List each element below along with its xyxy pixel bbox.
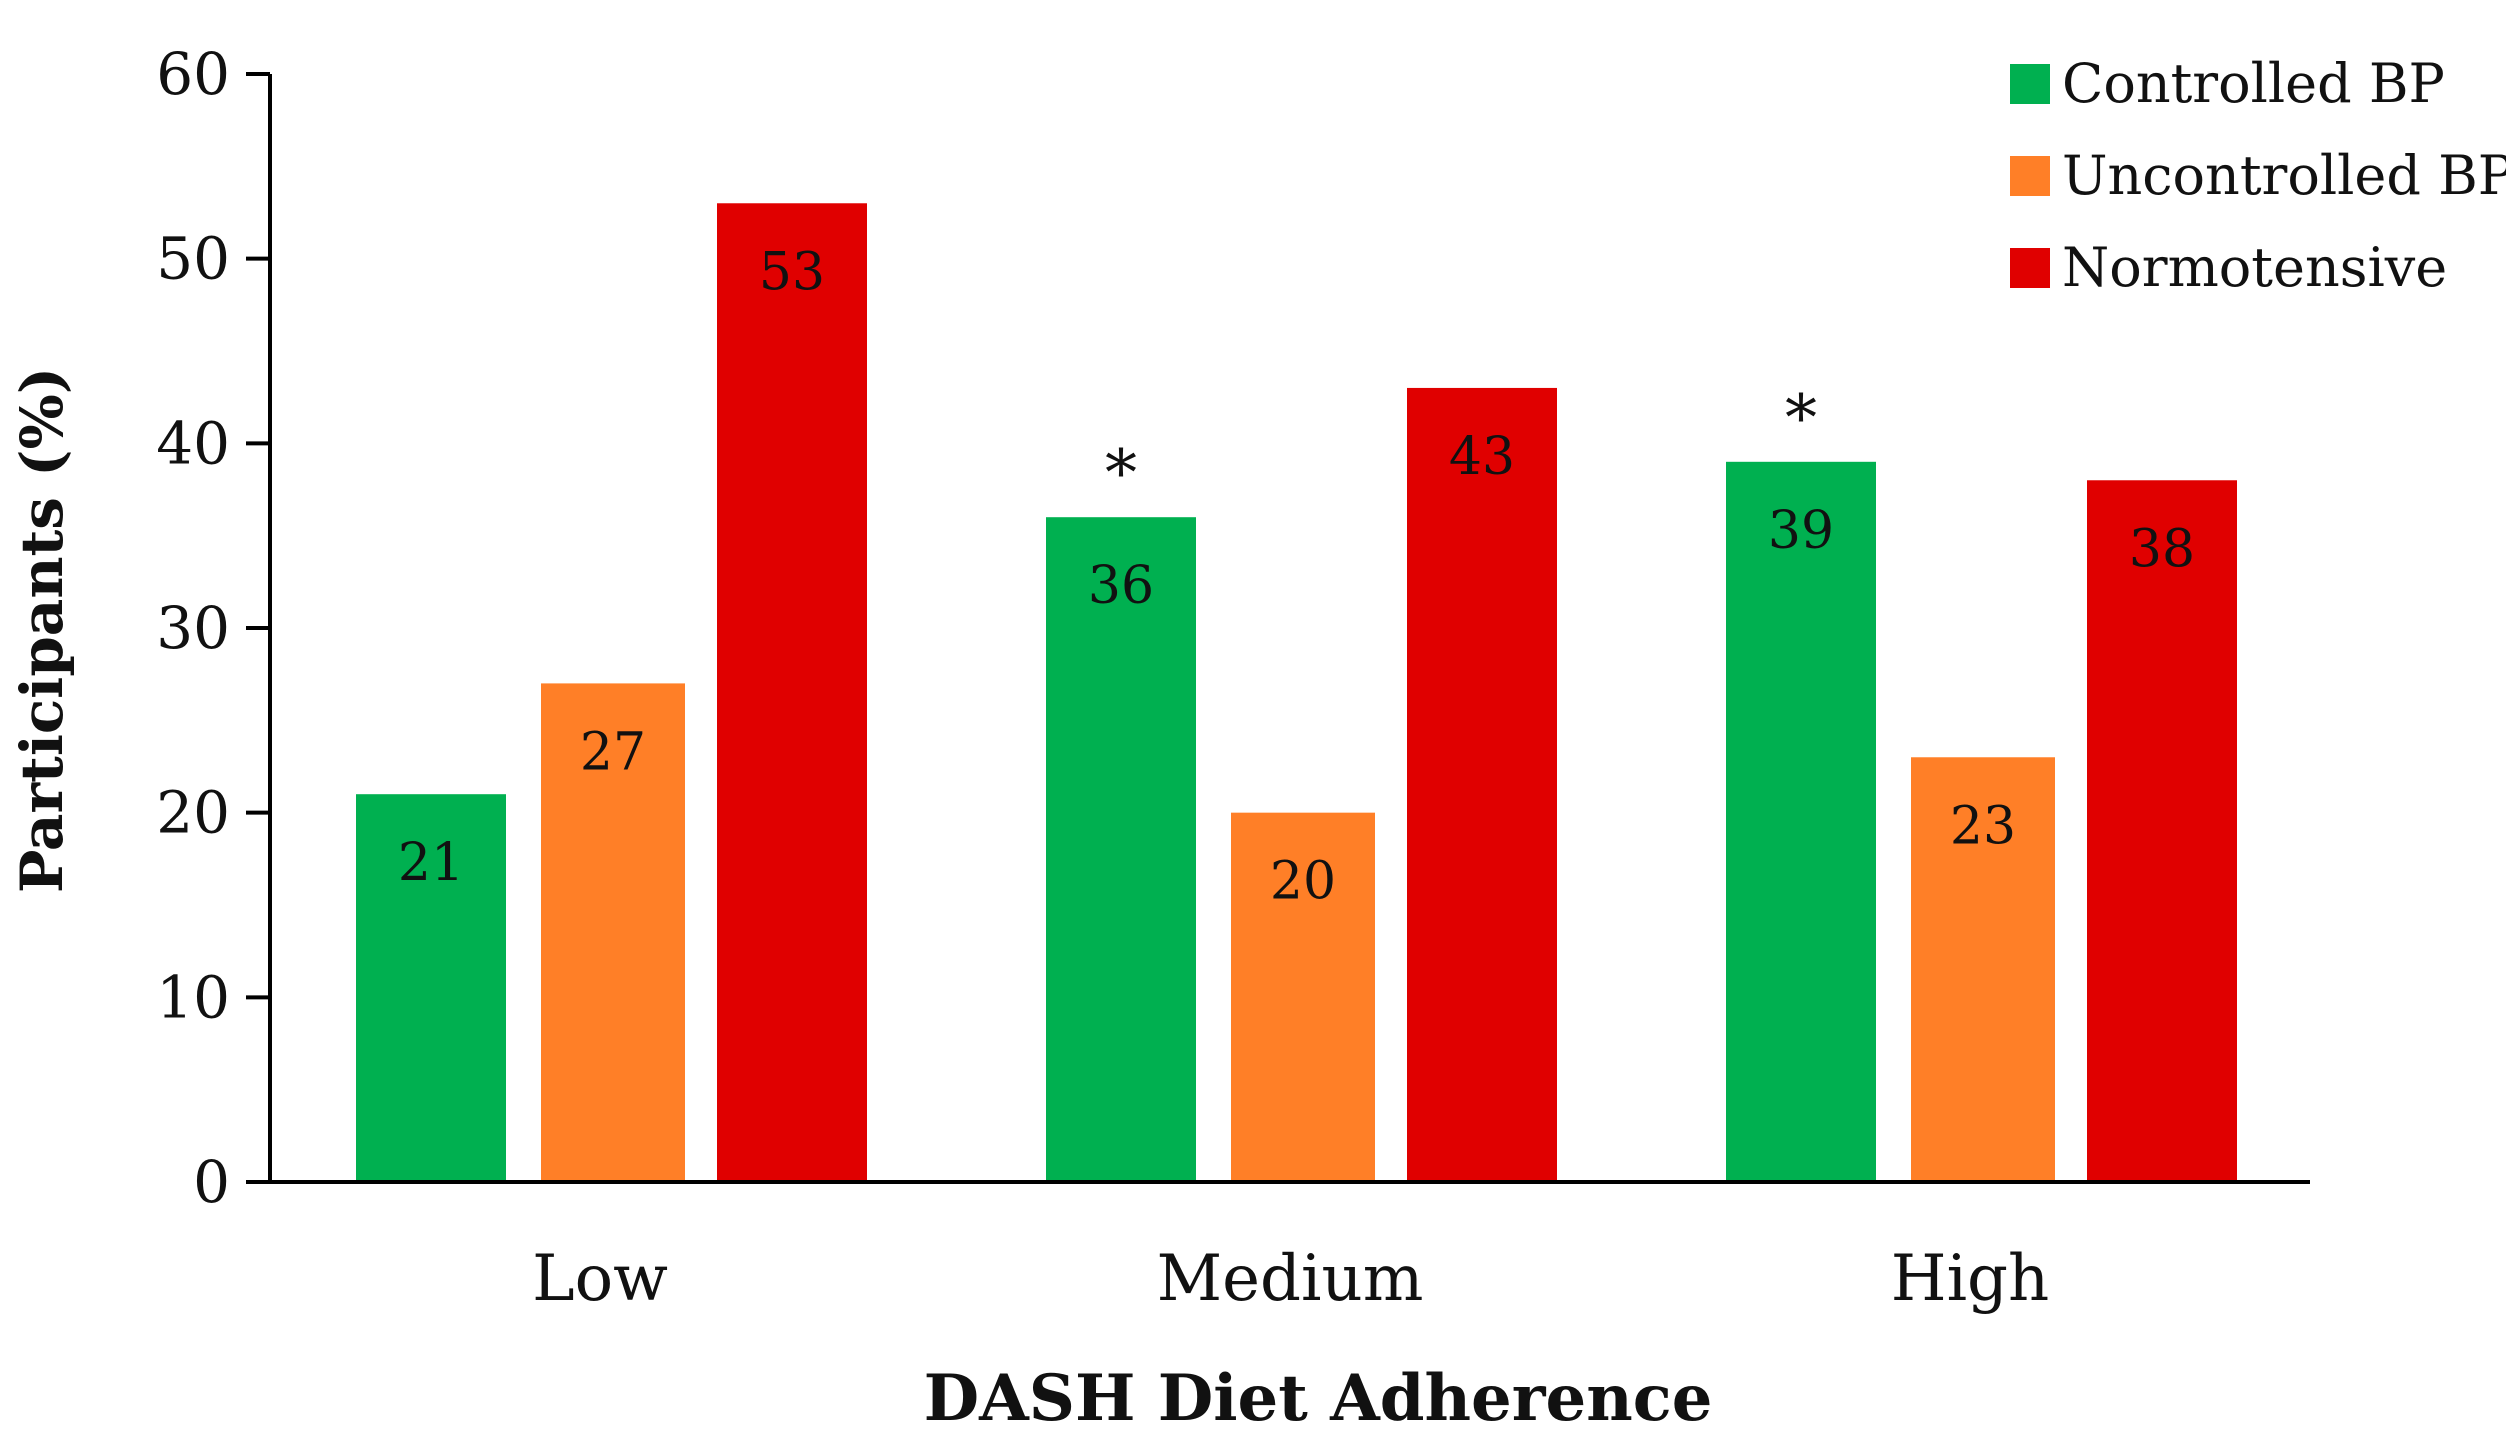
y-tick-label: 10 xyxy=(156,963,230,1031)
bar xyxy=(356,794,506,1182)
bar xyxy=(1911,757,2055,1182)
significance-marker: * xyxy=(1785,382,1817,456)
data-label: 21 xyxy=(398,833,464,893)
y-tick-label: 40 xyxy=(156,409,230,477)
bar xyxy=(1231,812,1375,1182)
y-tick-label: 20 xyxy=(156,779,230,847)
y-tick-label: 60 xyxy=(156,40,230,108)
y-axis-title: Participants (%) xyxy=(8,367,76,893)
x-tick-label: Medium xyxy=(1157,1242,1424,1316)
legend-label: Normotensive xyxy=(2062,236,2447,299)
legend-label: Uncontrolled BP xyxy=(2062,144,2506,207)
legend-label: Controlled BP xyxy=(2062,52,2445,115)
x-tick-label: Low xyxy=(532,1242,668,1316)
x-tick-labels: Low Medium High xyxy=(532,1242,2049,1316)
data-label: 23 xyxy=(1950,796,2016,856)
bar xyxy=(2087,480,2237,1182)
bar xyxy=(541,683,685,1182)
legend-swatch xyxy=(2010,64,2050,104)
bars-layer xyxy=(356,203,2237,1182)
data-labels: 21 36 39 27 20 23 53 43 38 * * xyxy=(398,242,2195,911)
bar xyxy=(717,203,867,1182)
data-label: 39 xyxy=(1768,501,1834,561)
legend-swatch xyxy=(2010,156,2050,196)
legend: Controlled BP Uncontrolled BP Normotensive xyxy=(2010,52,2506,299)
y-tick-label: 50 xyxy=(156,225,230,293)
x-axis-title: DASH Diet Adherence xyxy=(924,1361,1713,1436)
x-tick-label: High xyxy=(1891,1242,2049,1316)
y-tick-label: 0 xyxy=(193,1148,230,1216)
data-label: 38 xyxy=(2129,519,2195,579)
bar xyxy=(1407,387,1557,1182)
bar xyxy=(1046,517,1196,1182)
bar xyxy=(1726,461,1876,1182)
legend-swatch xyxy=(2010,248,2050,288)
data-label: 36 xyxy=(1088,556,1154,616)
data-label: 20 xyxy=(1270,852,1336,912)
data-label: 53 xyxy=(759,242,825,302)
y-tick-label: 30 xyxy=(156,594,230,662)
data-label: 43 xyxy=(1449,427,1515,487)
data-label: 27 xyxy=(580,722,646,782)
significance-marker: * xyxy=(1105,437,1137,511)
y-ticks: 0 10 20 30 40 50 60 xyxy=(156,40,270,1216)
